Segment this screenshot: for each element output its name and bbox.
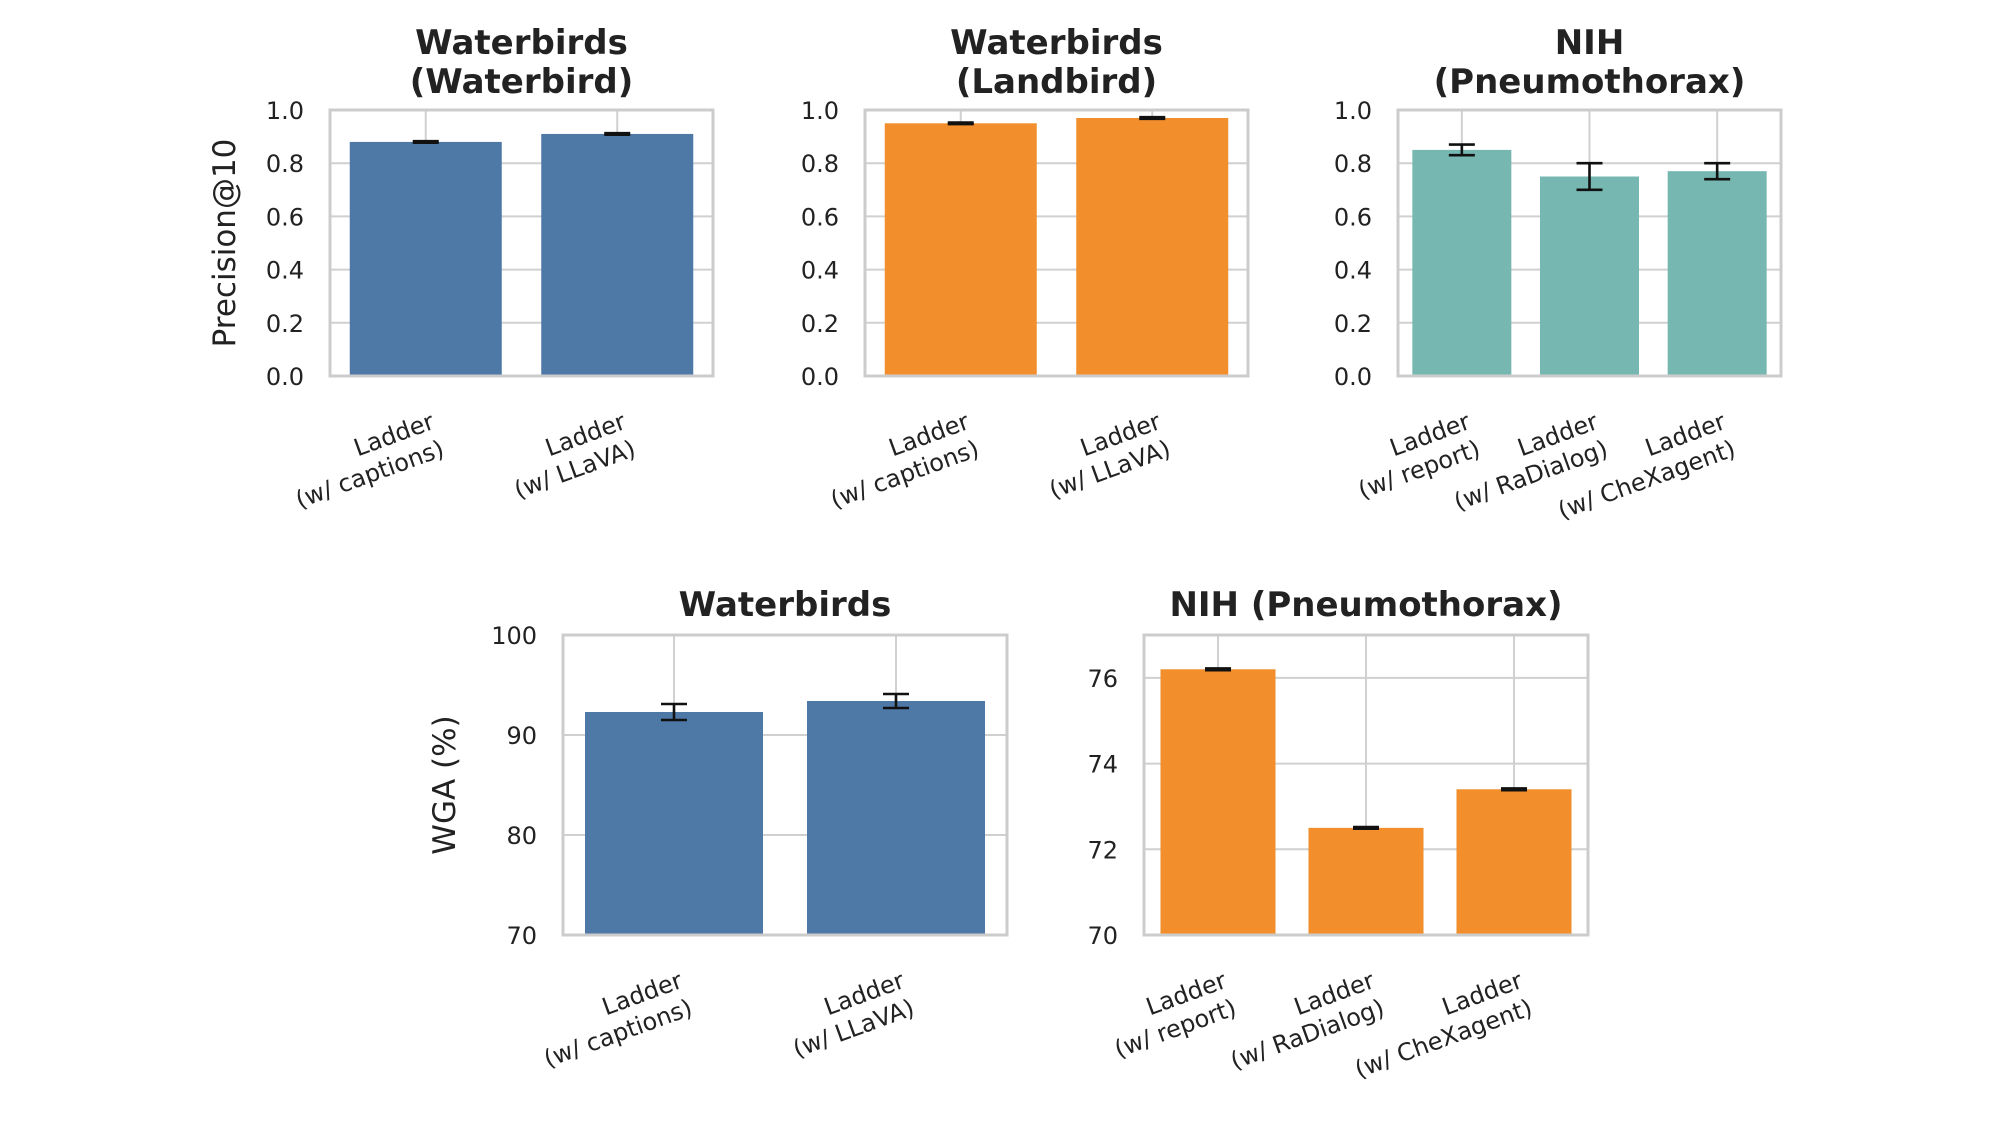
plot-frame bbox=[561, 633, 1009, 937]
chart-title: (Pneumothorax) bbox=[1434, 62, 1746, 102]
y-tick-label: 0.0 bbox=[266, 363, 304, 391]
bar bbox=[1540, 176, 1639, 376]
chart-title: (Landbird) bbox=[956, 62, 1157, 102]
bar bbox=[807, 701, 985, 935]
y-tick-label: 0.6 bbox=[801, 203, 839, 231]
y-tick-label: 0.8 bbox=[266, 150, 304, 178]
plot-frame bbox=[1396, 108, 1783, 378]
chart-title: NIH (Pneumothorax) bbox=[1169, 585, 1562, 625]
y-tick-label: 0.0 bbox=[801, 363, 839, 391]
y-tick-label: 72 bbox=[1087, 836, 1118, 864]
bar bbox=[585, 712, 763, 935]
x-tick-label: Ladder(w/ LLaVA) bbox=[501, 407, 640, 504]
chart-panel-1: 0.0 0.2 0.4 0.6 0.8 1.0 Ladder(w/ captions) Lad… bbox=[207, 23, 715, 514]
plot-frame bbox=[1142, 633, 1590, 937]
bar bbox=[1308, 827, 1424, 935]
bar bbox=[1456, 789, 1572, 935]
y-tick-label: 1.0 bbox=[801, 97, 839, 125]
bar bbox=[1076, 117, 1229, 376]
y-tick-label: 0.4 bbox=[1334, 257, 1372, 285]
y-tick-label: 0.2 bbox=[1334, 310, 1372, 338]
y-tick-label: 70 bbox=[506, 922, 537, 950]
chart-title: Waterbirds bbox=[415, 23, 628, 63]
plot-frame bbox=[328, 108, 715, 378]
y-tick-label: 1.0 bbox=[266, 97, 304, 125]
bar bbox=[1412, 149, 1512, 376]
y-tick-label: 100 bbox=[491, 622, 537, 650]
y-tick-label: 0.2 bbox=[801, 310, 839, 338]
y-axis-label: Precision@10 bbox=[207, 139, 243, 348]
y-tick-label: 80 bbox=[506, 822, 537, 850]
y-tick-label: 0.8 bbox=[801, 150, 839, 178]
x-tick-label: Ladder(w/ LLaVA) bbox=[1036, 407, 1175, 504]
y-tick-label: 70 bbox=[1087, 922, 1118, 950]
y-tick-label: 74 bbox=[1087, 751, 1118, 779]
x-tick-label: Ladder(w/ LLaVA) bbox=[779, 966, 918, 1063]
x-tick-label: Ladder(w/ captions) bbox=[530, 966, 696, 1073]
chart-title: (Waterbird) bbox=[410, 62, 634, 102]
y-tick-label: 90 bbox=[506, 722, 537, 750]
plot-frame bbox=[863, 108, 1250, 378]
y-tick-label: 0.2 bbox=[266, 310, 304, 338]
chart-title: Waterbirds bbox=[950, 23, 1163, 63]
bar bbox=[1160, 669, 1276, 935]
y-tick-label: 76 bbox=[1087, 665, 1118, 693]
y-tick-label: 1.0 bbox=[1334, 97, 1372, 125]
chart-title: Waterbirds bbox=[679, 585, 892, 625]
chart-panel-4: 70 80 90 100 Ladder(w/ captions) Ladder(w/ LL… bbox=[427, 585, 1009, 1073]
y-tick-label: 0.4 bbox=[266, 257, 304, 285]
bar bbox=[349, 141, 502, 376]
x-tick-label: Ladder(w/ report) bbox=[1101, 966, 1240, 1063]
chart-title: NIH bbox=[1555, 23, 1625, 63]
bar bbox=[541, 133, 694, 376]
y-tick-label: 0.6 bbox=[1334, 203, 1372, 231]
y-tick-label: 0.4 bbox=[801, 257, 839, 285]
y-tick-label: 0.0 bbox=[1334, 363, 1372, 391]
y-axis-label: WGA (%) bbox=[427, 715, 463, 854]
x-tick-label: Ladder(w/ captions) bbox=[817, 407, 983, 514]
bar bbox=[884, 123, 1037, 376]
y-tick-label: 0.8 bbox=[1334, 150, 1372, 178]
x-tick-label: Ladder(w/ captions) bbox=[282, 407, 448, 514]
chart-panel-2: 0.0 0.2 0.4 0.6 0.8 1.0 Ladder(w/ captions) Lad… bbox=[801, 23, 1250, 514]
bar bbox=[1667, 171, 1767, 376]
y-tick-label: 0.6 bbox=[266, 203, 304, 231]
